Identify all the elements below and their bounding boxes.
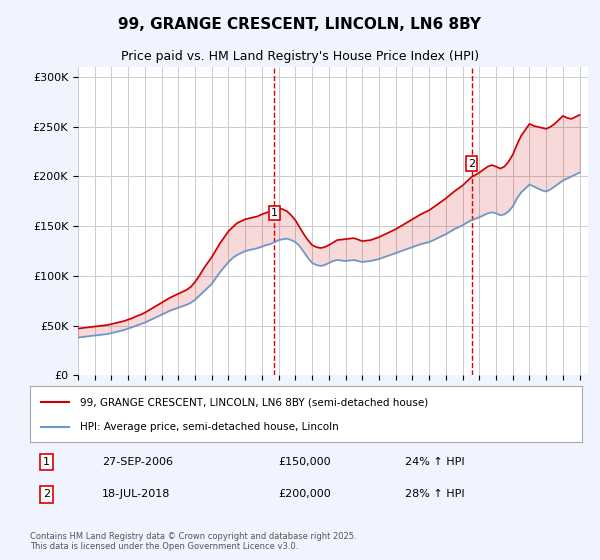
Text: £150,000: £150,000 [278, 457, 331, 467]
Text: 99, GRANGE CRESCENT, LINCOLN, LN6 8BY (semi-detached house): 99, GRANGE CRESCENT, LINCOLN, LN6 8BY (s… [80, 397, 428, 407]
Text: 2: 2 [468, 158, 475, 169]
Text: 18-JUL-2018: 18-JUL-2018 [102, 489, 170, 500]
Text: £200,000: £200,000 [278, 489, 331, 500]
Text: 27-SEP-2006: 27-SEP-2006 [102, 457, 173, 467]
Text: 99, GRANGE CRESCENT, LINCOLN, LN6 8BY: 99, GRANGE CRESCENT, LINCOLN, LN6 8BY [119, 17, 482, 32]
Text: 1: 1 [271, 208, 278, 218]
Text: 2: 2 [43, 489, 50, 500]
Text: 24% ↑ HPI: 24% ↑ HPI [406, 457, 465, 467]
Text: Price paid vs. HM Land Registry's House Price Index (HPI): Price paid vs. HM Land Registry's House … [121, 50, 479, 63]
Text: HPI: Average price, semi-detached house, Lincoln: HPI: Average price, semi-detached house,… [80, 422, 338, 432]
Text: 28% ↑ HPI: 28% ↑ HPI [406, 489, 465, 500]
Text: Contains HM Land Registry data © Crown copyright and database right 2025.
This d: Contains HM Land Registry data © Crown c… [30, 532, 356, 552]
Text: 1: 1 [43, 457, 50, 467]
